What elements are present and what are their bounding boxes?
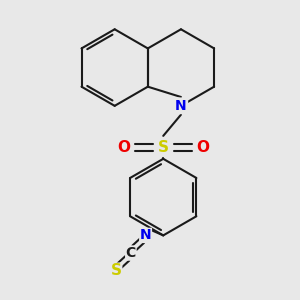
Text: N: N	[175, 99, 187, 113]
Text: S: S	[111, 263, 122, 278]
Text: C: C	[126, 246, 136, 260]
Text: N: N	[140, 228, 152, 242]
Text: O: O	[196, 140, 209, 154]
Text: O: O	[117, 140, 130, 154]
Text: S: S	[158, 140, 169, 154]
